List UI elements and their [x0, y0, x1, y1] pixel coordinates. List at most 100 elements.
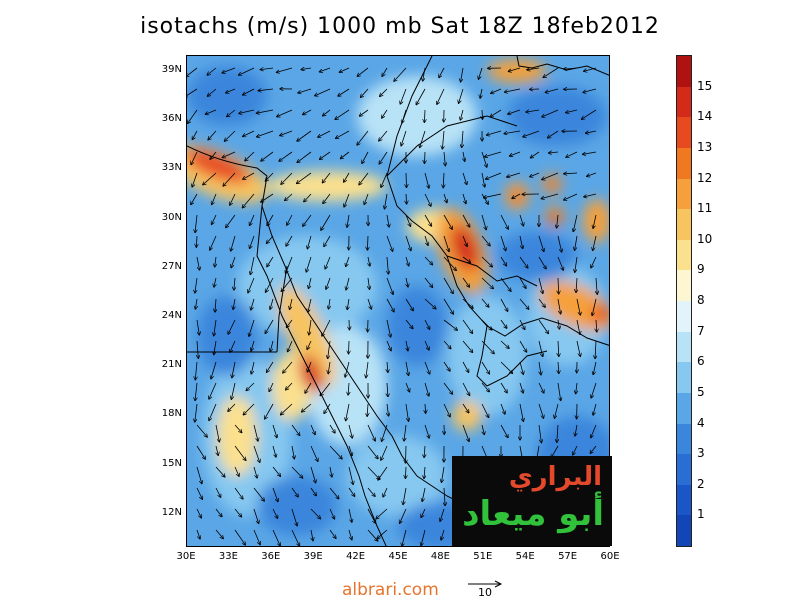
wind-vector	[277, 109, 293, 117]
wind-vector	[379, 130, 388, 141]
colorbar-swatch	[677, 86, 691, 118]
wind-vector	[195, 277, 198, 293]
wind-vector	[260, 68, 274, 70]
wind-vector	[424, 277, 433, 287]
latitude-label: 12N	[161, 506, 182, 518]
wind-vector	[230, 193, 236, 205]
colorbar-label: 10	[697, 231, 713, 246]
wind-vector	[526, 109, 540, 112]
wind-vector	[481, 319, 492, 330]
wind-vector	[243, 193, 255, 208]
wind-vector	[226, 214, 236, 227]
wind-vector	[367, 508, 376, 523]
wind-vector	[197, 340, 198, 358]
wind-vector	[283, 361, 293, 373]
wind-vector	[225, 130, 236, 141]
wind-vector	[538, 403, 544, 418]
site-link[interactable]: albrari.com	[342, 580, 439, 600]
latitude-label: 33N	[161, 162, 182, 174]
wind-vector	[519, 277, 526, 288]
wind-vector	[323, 172, 331, 183]
wind-vector	[203, 172, 217, 185]
wind-vector	[280, 130, 293, 136]
wind-vector	[558, 277, 559, 294]
wind-vector	[576, 340, 580, 356]
wind-vector	[239, 67, 255, 75]
wind-vector	[212, 214, 217, 224]
wind-vector	[591, 424, 597, 438]
latitude-label: 21N	[161, 359, 182, 371]
wind-vector	[195, 403, 198, 422]
wind-vector	[367, 235, 368, 250]
wind-vector	[305, 382, 312, 393]
wind-vector	[463, 151, 465, 161]
wind-vector	[253, 445, 260, 462]
wind-vector	[557, 382, 561, 400]
wind-vector	[301, 68, 312, 70]
wind-vector	[318, 130, 331, 137]
wind-vector	[512, 193, 521, 198]
colorbar-label: 9	[697, 262, 705, 277]
wind-vector	[423, 67, 426, 81]
colorbar	[676, 55, 692, 547]
wind-vector	[500, 277, 511, 291]
wind-vector	[575, 235, 578, 250]
wind-vector	[272, 466, 280, 476]
latitude-label: 36N	[161, 113, 182, 125]
wind-vector	[227, 109, 236, 117]
wind-vector	[462, 172, 467, 184]
wind-vector	[233, 298, 235, 309]
wind-vector	[481, 340, 494, 354]
wind-vector	[538, 277, 543, 293]
wind-vector	[538, 319, 548, 333]
wind-vector	[269, 382, 274, 391]
wind-vector	[344, 193, 350, 207]
wind-vector	[385, 193, 388, 209]
wind-vector	[209, 382, 217, 399]
longitude-label: 36E	[261, 551, 281, 562]
wind-vector	[310, 487, 316, 496]
wind-vector	[538, 382, 544, 393]
wind-vector	[287, 319, 293, 327]
wind-vector	[481, 214, 486, 230]
wind-vector	[481, 235, 490, 246]
wind-vector	[480, 88, 482, 98]
colorbar-swatch	[677, 209, 691, 240]
wind-vector	[557, 298, 561, 314]
wind-vector	[234, 277, 235, 290]
wind-vector	[267, 235, 274, 243]
wind-vector	[406, 340, 408, 351]
wind-vector	[291, 445, 294, 459]
wind-vector	[187, 67, 198, 77]
wind-vector	[406, 277, 408, 287]
wind-vector	[462, 235, 467, 246]
wind-vector	[403, 487, 407, 504]
colorbar-swatch	[677, 178, 691, 210]
wind-vector	[206, 109, 217, 114]
wind-vector	[272, 487, 278, 502]
wind-vector	[424, 109, 425, 122]
latitude-label: 24N	[161, 310, 182, 321]
wind-vector	[379, 151, 388, 164]
longitude-label: 54E	[515, 551, 535, 562]
wind-vector	[592, 298, 597, 315]
wind-vector	[341, 151, 350, 159]
longitude-label: 39E	[303, 551, 323, 562]
wind-vector	[443, 214, 452, 229]
colorbar-label: 4	[697, 415, 705, 430]
wind-vector	[551, 445, 559, 457]
wind-vector	[324, 403, 331, 413]
wind-vector	[257, 130, 274, 137]
wind-vector	[549, 152, 559, 153]
wind-vector	[234, 508, 241, 517]
wind-vector	[231, 382, 236, 399]
wind-vector	[288, 340, 293, 352]
wind-vector	[500, 361, 512, 373]
wind-vector	[215, 424, 219, 442]
wind-vector	[443, 361, 450, 371]
wind-vector	[191, 151, 198, 164]
wind-vector	[576, 319, 580, 334]
wind-vector	[212, 193, 217, 204]
wind-vector	[368, 277, 370, 289]
wind-vector	[302, 403, 312, 412]
